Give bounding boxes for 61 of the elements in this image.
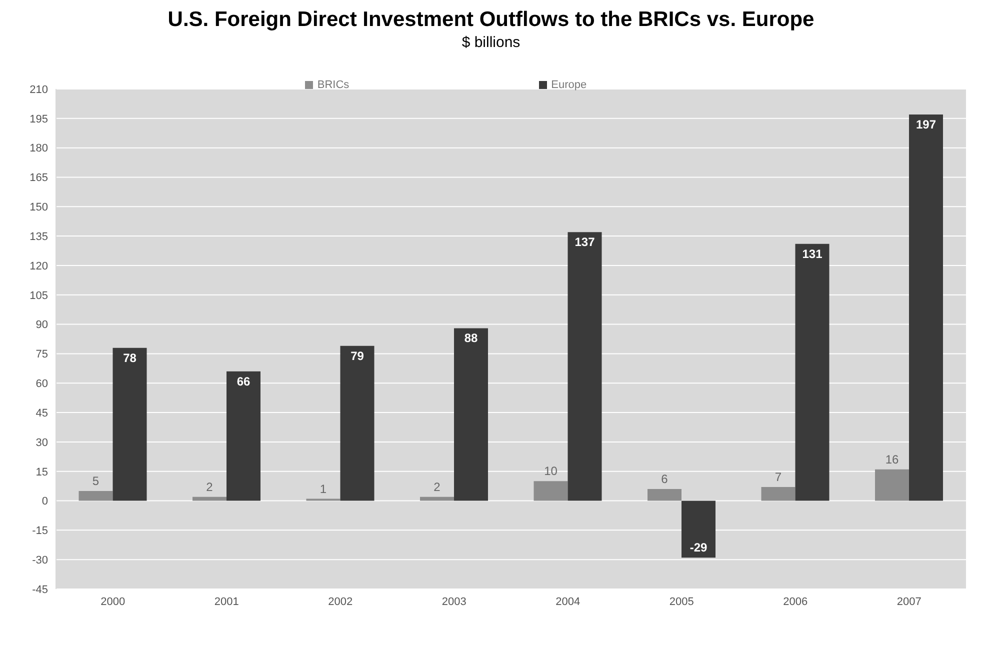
legend-label: Europe <box>551 79 587 91</box>
y-tick-label: 15 <box>36 466 48 478</box>
y-tick-label: 180 <box>30 142 48 155</box>
data-label: 197 <box>916 117 936 132</box>
chart-subtitle: $ billions <box>460 34 522 51</box>
y-tick-label: 0 <box>42 496 48 508</box>
x-tick-label: 2003 <box>442 596 466 608</box>
bar <box>682 500 716 558</box>
data-label: 2 <box>434 480 441 494</box>
data-label: 5 <box>92 474 100 488</box>
data-label: 6 <box>661 472 668 486</box>
data-label: 79 <box>350 348 364 363</box>
legend-label: BRICs <box>317 79 350 91</box>
y-tick-label: 195 <box>30 113 48 126</box>
y-tick-label: 120 <box>30 260 48 272</box>
y-tick-label: 60 <box>36 378 48 390</box>
y-tick-label: 105 <box>30 290 48 302</box>
bar <box>909 114 943 501</box>
data-label: 131 <box>802 246 823 261</box>
bar <box>648 489 682 501</box>
x-tick-label: 2004 <box>556 596 580 608</box>
data-label: 1 <box>320 482 327 496</box>
y-tick-label: 165 <box>30 172 48 184</box>
y-tick-label: 30 <box>36 436 48 449</box>
bar <box>192 496 226 501</box>
y-tick-label: -15 <box>32 525 48 538</box>
bar <box>875 469 909 501</box>
bar <box>420 496 454 501</box>
bar <box>761 487 796 501</box>
x-tick-label: 2002 <box>328 596 353 608</box>
y-tick-label: 135 <box>30 230 48 243</box>
y-tick-label: 210 <box>30 84 48 96</box>
data-label: 66 <box>236 374 250 388</box>
data-label: 16 <box>885 452 899 466</box>
x-tick-label: 2005 <box>669 596 694 608</box>
y-tick-label: 45 <box>36 407 48 420</box>
y-tick-label: 90 <box>36 319 48 332</box>
x-tick-label: 2001 <box>214 596 239 608</box>
chart-title: U.S. Foreign Direct Investment Outflows to the BRICs vs. Europe <box>166 8 816 32</box>
bar <box>795 244 830 501</box>
y-tick-label: -30 <box>32 554 48 566</box>
bar <box>568 232 602 501</box>
y-tick-label: 75 <box>36 348 48 361</box>
bar <box>454 328 488 501</box>
bar <box>78 490 113 501</box>
bar <box>226 371 260 501</box>
data-label: 2 <box>206 480 214 494</box>
bar <box>112 348 147 501</box>
data-label: 78 <box>123 350 137 365</box>
bar <box>534 481 568 501</box>
data-label: 88 <box>464 331 478 346</box>
data-label: -29 <box>690 540 708 555</box>
y-tick-label: 150 <box>30 202 48 214</box>
x-tick-label: 2006 <box>783 596 808 608</box>
bar <box>340 346 374 501</box>
data-label: 10 <box>544 464 558 478</box>
y-tick-label: -45 <box>32 584 48 596</box>
data-label: 137 <box>574 235 596 250</box>
x-tick-label: 2007 <box>896 596 922 608</box>
data-label: 7 <box>774 470 782 484</box>
x-tick-label: 2000 <box>100 596 126 608</box>
